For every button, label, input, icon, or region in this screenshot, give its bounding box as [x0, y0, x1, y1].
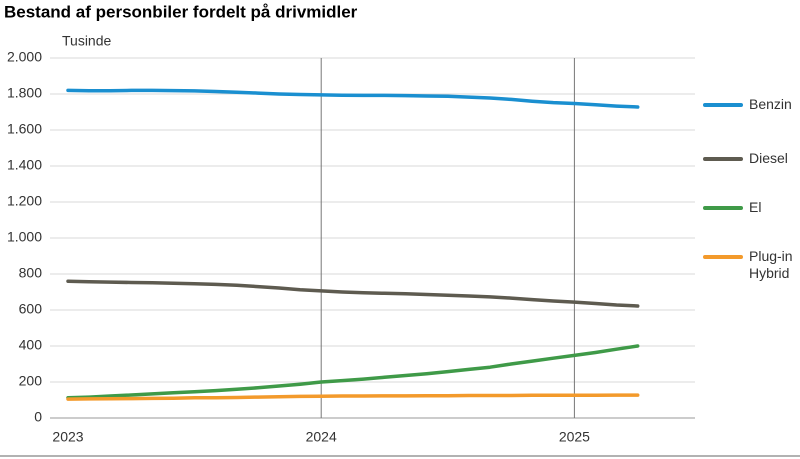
x-tick-label: 2024: [306, 429, 337, 445]
series-line: [66, 393, 640, 401]
legend-entry: El: [703, 199, 797, 216]
y-tick-label: 600: [19, 301, 43, 317]
chart-title: Bestand af personbiler fordelt på drivmi…: [4, 2, 358, 21]
x-tick-label: 2023: [52, 429, 83, 445]
y-tick-label: 200: [19, 373, 43, 389]
series-line: [66, 279, 640, 308]
x-tick-label: 2025: [559, 429, 590, 445]
legend-entry: Diesel: [703, 150, 797, 167]
y-unit: Tusinde: [62, 33, 112, 49]
y-tick-label: 0: [34, 409, 42, 425]
legend-label: Diesel: [749, 150, 788, 166]
y-tick-label: 1.000: [7, 229, 42, 245]
y-tick-label: 1.600: [7, 121, 42, 137]
legend-entry: Plug-in Hybrid: [703, 248, 797, 282]
y-tick-label: 2.000: [7, 49, 42, 65]
legend-entry: Benzin: [703, 96, 797, 113]
y-tick-label: 400: [19, 337, 43, 353]
legend-label: Plug-in Hybrid: [749, 248, 793, 281]
legend-label: Benzin: [749, 96, 792, 112]
legend-swatch: [703, 157, 743, 161]
legend-label: El: [749, 199, 762, 215]
legend-swatch: [703, 206, 743, 210]
y-tick-label: 1.400: [7, 157, 42, 173]
series-line: [66, 88, 640, 109]
y-tick-label: 1.200: [7, 193, 42, 209]
y-tick-label: 800: [19, 265, 43, 281]
legend-swatch: [703, 255, 743, 259]
series-line: [66, 344, 640, 400]
legend-swatch: [703, 103, 743, 107]
y-tick-label: 1.800: [7, 85, 42, 101]
